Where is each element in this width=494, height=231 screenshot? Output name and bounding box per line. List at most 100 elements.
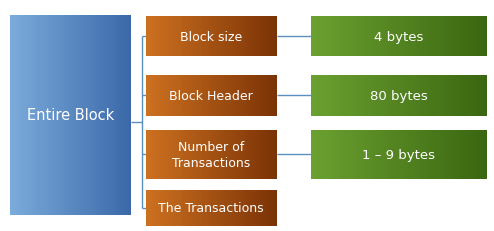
Bar (364, 131, 367, 179)
Bar (329, 131, 332, 179)
Text: Number of
Transactions: Number of Transactions (172, 140, 250, 169)
Bar (411, 76, 414, 116)
Bar (209, 131, 212, 179)
Text: 80 bytes: 80 bytes (370, 89, 428, 102)
Bar (352, 131, 356, 179)
Bar (419, 17, 423, 57)
Bar (452, 131, 455, 179)
Bar (207, 131, 209, 179)
Bar (337, 131, 341, 179)
Bar (187, 17, 190, 57)
Bar (242, 131, 245, 179)
Bar (314, 17, 318, 57)
Bar (58, 16, 61, 215)
Bar (246, 76, 249, 116)
Bar (242, 76, 245, 116)
Bar (146, 17, 148, 57)
Bar (226, 190, 229, 226)
Bar (152, 131, 155, 179)
Bar (422, 131, 426, 179)
Bar (176, 17, 179, 57)
Bar (358, 76, 362, 116)
Bar (244, 190, 247, 226)
Bar (399, 17, 402, 57)
Bar (229, 131, 231, 179)
Bar (381, 131, 385, 179)
Bar (150, 131, 153, 179)
Bar (393, 17, 397, 57)
Bar (466, 76, 469, 116)
Bar (454, 76, 458, 116)
Bar (152, 76, 155, 116)
Bar (200, 131, 203, 179)
Bar (172, 131, 174, 179)
Bar (358, 131, 362, 179)
Bar (32, 16, 35, 215)
Bar (352, 76, 356, 116)
Bar (384, 131, 388, 179)
Bar (163, 190, 166, 226)
Bar (196, 190, 199, 226)
Bar (452, 17, 455, 57)
Bar (481, 76, 484, 116)
Bar (340, 17, 344, 57)
Bar (157, 131, 159, 179)
Bar (396, 17, 399, 57)
Bar (472, 131, 475, 179)
Bar (211, 190, 214, 226)
Bar (326, 131, 329, 179)
Bar (200, 76, 203, 116)
Bar (26, 16, 29, 215)
Bar (233, 76, 236, 116)
Bar (30, 16, 33, 215)
Bar (64, 16, 67, 215)
Bar (340, 131, 344, 179)
Bar (340, 76, 344, 116)
Bar (44, 16, 46, 215)
Bar (218, 17, 220, 57)
Bar (440, 76, 443, 116)
Bar (457, 131, 461, 179)
Bar (449, 76, 452, 116)
Bar (346, 76, 350, 116)
Text: Block Header: Block Header (169, 89, 253, 102)
Bar (224, 17, 227, 57)
Bar (443, 131, 446, 179)
Bar (62, 16, 65, 215)
Bar (437, 131, 440, 179)
Bar (237, 17, 240, 57)
Bar (183, 17, 185, 57)
Bar (146, 131, 148, 179)
Bar (189, 76, 192, 116)
Bar (460, 76, 464, 116)
Text: Block size: Block size (180, 30, 243, 43)
Bar (90, 16, 93, 215)
Bar (152, 17, 155, 57)
Bar (148, 131, 151, 179)
Bar (165, 190, 168, 226)
Bar (187, 131, 190, 179)
Bar (446, 131, 449, 179)
Bar (240, 190, 242, 226)
Bar (425, 131, 429, 179)
Bar (266, 17, 268, 57)
Bar (183, 131, 185, 179)
Bar (323, 17, 327, 57)
Bar (77, 16, 79, 215)
Bar (161, 131, 164, 179)
Bar (443, 76, 446, 116)
Bar (196, 17, 199, 57)
Bar (311, 131, 315, 179)
Bar (422, 76, 426, 116)
Bar (229, 190, 231, 226)
Bar (185, 76, 188, 116)
Bar (361, 17, 364, 57)
Bar (411, 17, 414, 57)
Bar (375, 17, 379, 57)
Bar (203, 190, 205, 226)
Bar (440, 17, 443, 57)
Bar (213, 190, 216, 226)
Bar (370, 131, 373, 179)
Bar (329, 76, 332, 116)
Bar (194, 190, 197, 226)
